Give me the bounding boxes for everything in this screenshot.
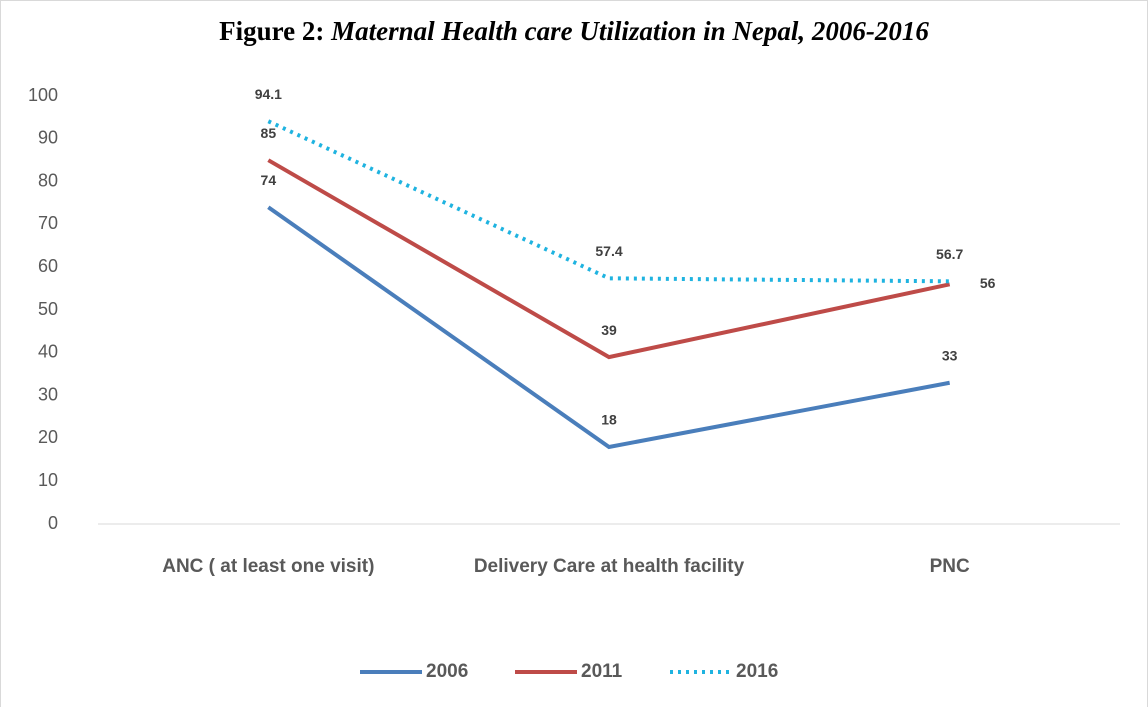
series-line	[267, 158, 951, 360]
data-label: 85	[261, 125, 277, 141]
y-tick-label: 50	[38, 299, 58, 319]
y-tick-label: 20	[38, 427, 58, 447]
data-label: 57.4	[595, 243, 622, 259]
y-tick-label: 60	[38, 256, 58, 276]
y-tick-label: 90	[38, 128, 58, 148]
data-label: 74	[261, 172, 277, 188]
y-tick-label: 10	[38, 470, 58, 490]
data-label: 94.1	[255, 86, 282, 102]
x-tick-label: PNC	[929, 556, 970, 577]
legend-label: 2006	[426, 661, 468, 682]
data-label: 33	[942, 347, 958, 363]
series-line	[267, 205, 951, 450]
y-tick-label: 40	[38, 342, 58, 362]
x-tick-label: ANC ( at least one visit)	[162, 556, 375, 577]
data-label: 56	[980, 275, 996, 291]
data-label: 39	[601, 322, 617, 338]
y-tick-label: 30	[38, 384, 58, 404]
legend-label: 2016	[736, 661, 778, 682]
y-tick-label: 0	[48, 513, 58, 533]
data-label: 18	[601, 412, 617, 428]
x-tick-label: Delivery Care at health facility	[473, 556, 745, 577]
y-tick-label: 70	[38, 213, 58, 233]
y-tick-label: 80	[38, 170, 58, 190]
data-label: 56.7	[936, 246, 963, 262]
chart-title: Figure 2: Maternal Health care Utilizati…	[219, 16, 929, 46]
series-line	[267, 119, 950, 284]
y-tick-label: 100	[28, 85, 58, 105]
legend-label: 2011	[581, 661, 623, 682]
